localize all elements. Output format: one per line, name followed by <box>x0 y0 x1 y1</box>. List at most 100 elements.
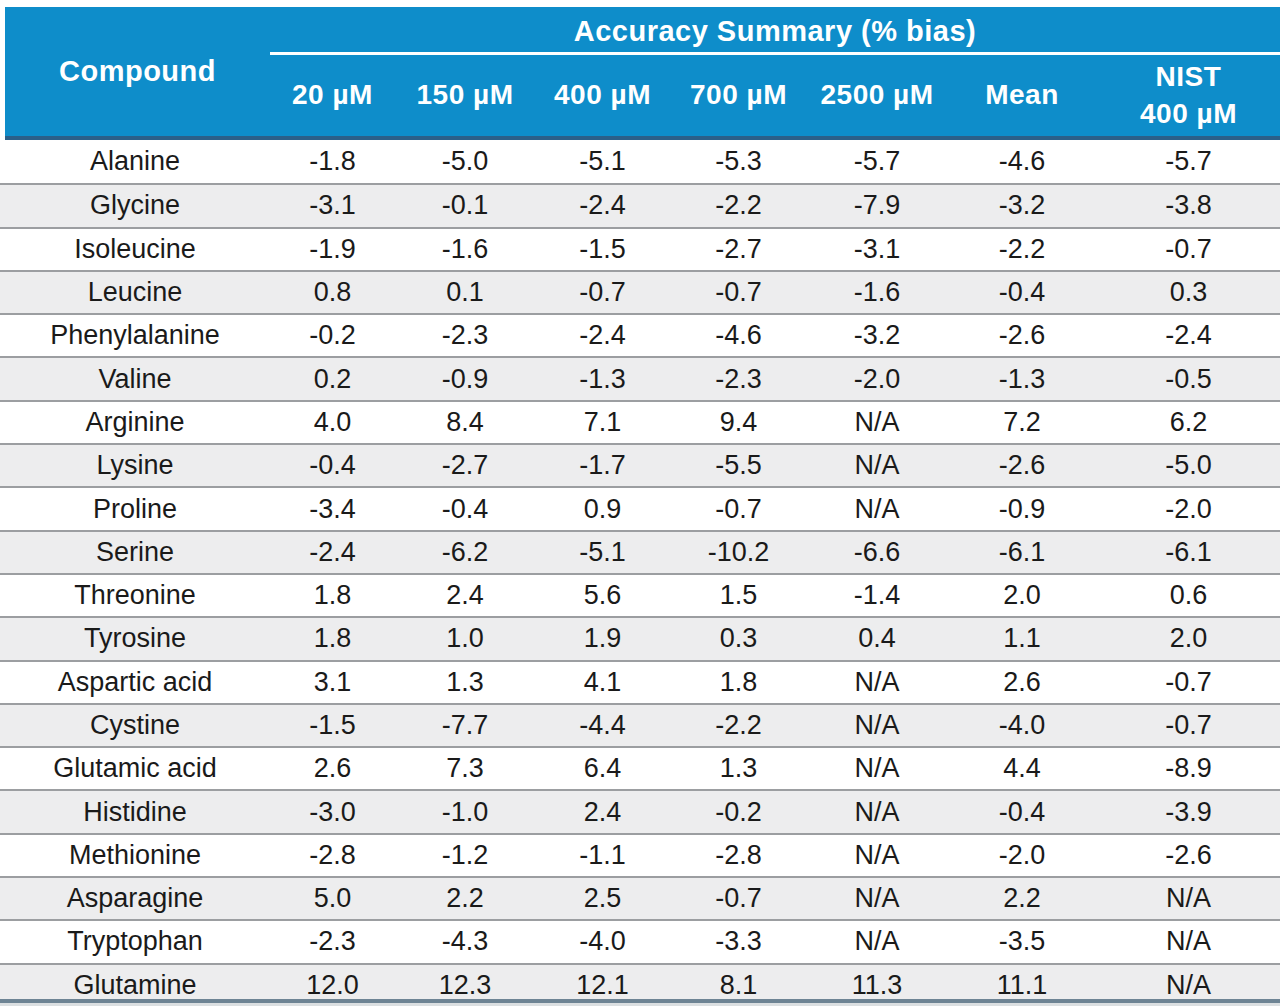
cell-value: -4.6 <box>670 320 807 351</box>
cell-value: 2.6 <box>270 753 395 784</box>
table-row: Phenylalanine-0.2-2.3-2.4-4.6-3.2-2.6-2.… <box>0 313 1280 356</box>
cell-value: 0.8 <box>270 277 395 308</box>
cell-value: 1.3 <box>395 667 535 698</box>
cell-value: N/A <box>807 667 947 698</box>
cell-value: -3.5 <box>947 926 1097 957</box>
table-row: Aspartic acid3.11.34.11.8N/A2.6-0.7 <box>0 660 1280 703</box>
cell-value: -0.1 <box>395 190 535 221</box>
table-body: Alanine-1.8-5.0-5.1-5.3-5.7-4.6-5.7Glyci… <box>0 140 1280 1006</box>
column-header: 2500 µM <box>807 77 947 113</box>
cell-value: -0.7 <box>535 277 670 308</box>
compound-column-header: Compound <box>5 7 270 136</box>
cell-value: 2.4 <box>535 797 670 828</box>
cell-value: -6.2 <box>395 537 535 568</box>
cell-value: -5.7 <box>807 146 947 177</box>
cell-value: -0.7 <box>1097 667 1280 698</box>
cell-value: -3.8 <box>1097 190 1280 221</box>
compound-name: Glycine <box>0 190 270 221</box>
table-row: Lysine-0.4-2.7-1.7-5.5N/A-2.6-5.0 <box>0 443 1280 486</box>
cell-value: N/A <box>807 450 947 481</box>
compound-name: Isoleucine <box>0 234 270 265</box>
cell-value: 1.0 <box>395 623 535 654</box>
cell-value: 5.6 <box>535 580 670 611</box>
cell-value: -1.2 <box>395 840 535 871</box>
cell-value: 12.1 <box>535 970 670 1001</box>
cell-value: 1.1 <box>947 623 1097 654</box>
cell-value: 4.0 <box>270 407 395 438</box>
cell-value: 0.9 <box>535 494 670 525</box>
cell-value: -1.5 <box>535 234 670 265</box>
cell-value: -1.8 <box>270 146 395 177</box>
cell-value: -2.0 <box>1097 494 1280 525</box>
column-header: 150 µM <box>395 77 535 113</box>
table-row: Alanine-1.8-5.0-5.1-5.3-5.7-4.6-5.7 <box>0 140 1280 183</box>
cell-value: -2.4 <box>1097 320 1280 351</box>
header-right-section: Accuracy Summary (% bias) 20 µM150 µM400… <box>270 7 1280 136</box>
cell-value: 7.1 <box>535 407 670 438</box>
compound-name: Phenylalanine <box>0 320 270 351</box>
compound-name: Tyrosine <box>0 623 270 654</box>
cell-value: -1.3 <box>535 364 670 395</box>
cell-value: 4.1 <box>535 667 670 698</box>
cell-value: 9.4 <box>670 407 807 438</box>
cell-value: -2.8 <box>670 840 807 871</box>
cell-value: -2.2 <box>947 234 1097 265</box>
cell-value: -2.6 <box>947 320 1097 351</box>
cell-value: 12.0 <box>270 970 395 1001</box>
cell-value: 7.3 <box>395 753 535 784</box>
cell-value: -2.0 <box>807 364 947 395</box>
cell-value: -5.0 <box>1097 450 1280 481</box>
cell-value: -0.4 <box>270 450 395 481</box>
column-header: Mean <box>947 77 1097 113</box>
cell-value: -1.6 <box>395 234 535 265</box>
table-row: Leucine0.80.1-0.7-0.7-1.6-0.40.3 <box>0 270 1280 313</box>
cell-value: 0.2 <box>270 364 395 395</box>
cell-value: -2.4 <box>535 320 670 351</box>
compound-name: Arginine <box>0 407 270 438</box>
cell-value: -6.6 <box>807 537 947 568</box>
table-row: Glycine-3.1-0.1-2.4-2.2-7.9-3.2-3.8 <box>0 183 1280 226</box>
cell-value: -7.9 <box>807 190 947 221</box>
cell-value: -0.9 <box>395 364 535 395</box>
cell-value: -8.9 <box>1097 753 1280 784</box>
cell-value: 0.3 <box>670 623 807 654</box>
table-row: Tyrosine1.81.01.90.30.41.12.0 <box>0 616 1280 659</box>
cell-value: 0.6 <box>1097 580 1280 611</box>
cell-value: N/A <box>807 926 947 957</box>
cell-value: -3.1 <box>807 234 947 265</box>
cell-value: 1.3 <box>670 753 807 784</box>
cell-value: -10.2 <box>670 537 807 568</box>
cell-value: -1.0 <box>395 797 535 828</box>
table-row: Tryptophan-2.3-4.3-4.0-3.3N/A-3.5N/A <box>0 919 1280 962</box>
cell-value: -7.7 <box>395 710 535 741</box>
cell-value: -3.2 <box>807 320 947 351</box>
cell-value: 8.1 <box>670 970 807 1001</box>
cell-value: -2.2 <box>670 710 807 741</box>
cell-value: 1.5 <box>670 580 807 611</box>
column-header: 20 µM <box>270 77 395 113</box>
cell-value: N/A <box>807 407 947 438</box>
cell-value: 2.0 <box>947 580 1097 611</box>
table-row: Isoleucine-1.9-1.6-1.5-2.7-3.1-2.2-0.7 <box>0 227 1280 270</box>
cell-value: 6.2 <box>1097 407 1280 438</box>
cell-value: 6.4 <box>535 753 670 784</box>
cell-value: 1.8 <box>270 623 395 654</box>
cell-value: -5.0 <box>395 146 535 177</box>
table-row: Arginine4.08.47.19.4N/A7.26.2 <box>0 400 1280 443</box>
compound-name: Asparagine <box>0 883 270 914</box>
table-row: Cystine-1.5-7.7-4.4-2.2N/A-4.0-0.7 <box>0 703 1280 746</box>
cell-value: -3.4 <box>270 494 395 525</box>
compound-name: Cystine <box>0 710 270 741</box>
table-row: Asparagine5.02.22.5-0.7N/A2.2N/A <box>0 876 1280 919</box>
cell-value: -3.2 <box>947 190 1097 221</box>
cell-value: -0.2 <box>270 320 395 351</box>
cell-value: 3.1 <box>270 667 395 698</box>
compound-name: Alanine <box>0 146 270 177</box>
cell-value: -3.9 <box>1097 797 1280 828</box>
cell-value: -4.4 <box>535 710 670 741</box>
table-header: Compound Accuracy Summary (% bias) 20 µM… <box>5 7 1280 140</box>
cell-value: 0.4 <box>807 623 947 654</box>
cell-value: -2.3 <box>670 364 807 395</box>
accuracy-summary-table: Compound Accuracy Summary (% bias) 20 µM… <box>0 0 1280 1006</box>
column-header: NIST 400 µM <box>1097 59 1280 132</box>
